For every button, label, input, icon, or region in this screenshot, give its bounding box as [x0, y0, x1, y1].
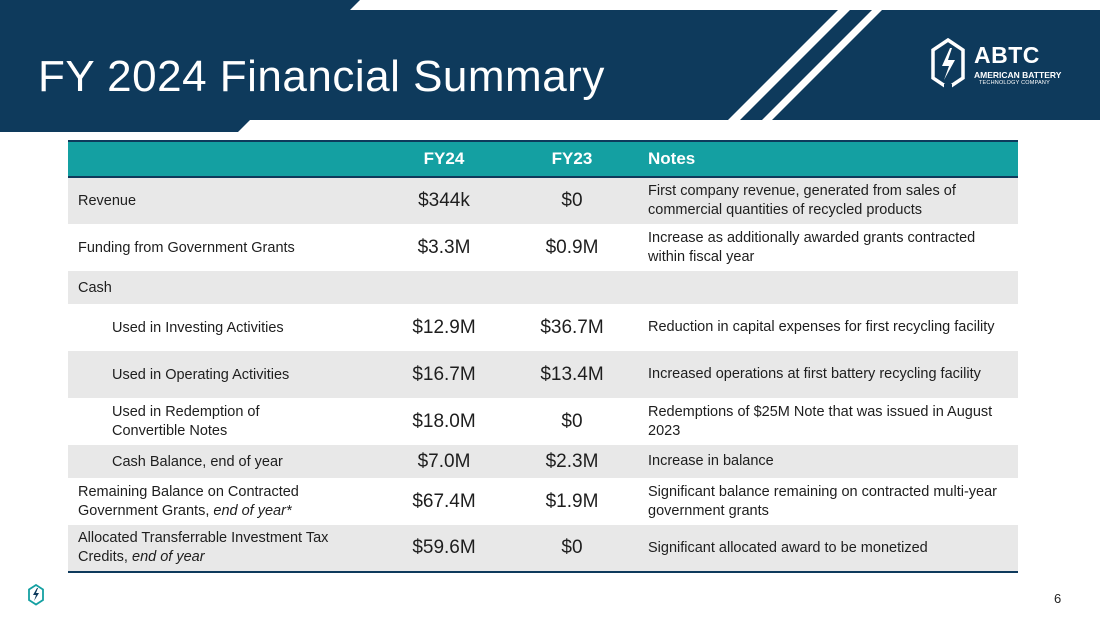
header-notes: Notes: [636, 140, 1018, 178]
table-row: Funding from Government Grants $3.3M $0.…: [68, 224, 1018, 271]
row-label-main: Allocated Transferrable Investment Tax C…: [78, 530, 329, 565]
logo-line2: TECHNOLOGY COMPANY: [979, 80, 1050, 86]
table-row: Used in Redemption of Convertible Notes …: [68, 398, 1018, 445]
row-notes: First company revenue, generated from sa…: [648, 183, 956, 218]
row-label-emphasis: end of year: [132, 549, 205, 565]
fy23-value: [508, 271, 636, 304]
row-label: Revenue: [78, 193, 137, 209]
fy23-value: $0: [561, 190, 583, 211]
fy23-value: $2.3M: [545, 450, 599, 472]
slide-header: FY 2024 Financial Summary ABTC AMERICAN …: [0, 0, 1100, 135]
row-label: Used in Redemption of Convertible Notes: [112, 403, 260, 439]
row-notes: Redemptions of $25M Note that was issued…: [648, 403, 993, 439]
fy24-value: $67.4M: [412, 490, 476, 512]
fy24-value: $3.3M: [417, 236, 471, 258]
abtc-mark-icon: [28, 584, 44, 606]
page-number: 6: [1054, 591, 1062, 606]
header-fy23: FY23: [508, 140, 636, 178]
page-title: FY 2024 Financial Summary: [38, 52, 605, 101]
fy24-value: $16.7M: [412, 363, 476, 385]
row-label: Cash: [78, 279, 112, 296]
table-row: Used in Investing Activities $12.9M $36.…: [68, 304, 1018, 351]
row-label: Allocated Transferrable Investment Tax C…: [68, 525, 380, 573]
fy23-value: $36.7M: [540, 316, 604, 338]
fy23-value: $0: [508, 525, 636, 573]
row-notes: Increase as additionally awarded grants …: [648, 229, 976, 265]
row-label-main: Remaining Balance on Contracted Governme…: [78, 483, 299, 519]
row-label: Cash Balance, end of year: [112, 453, 283, 470]
fy23-value: $13.4M: [540, 363, 604, 385]
table-row: Cash: [68, 271, 1018, 304]
table-header-row: FY24 FY23 Notes: [68, 140, 1018, 178]
logo-line1: AMERICAN BATTERY: [974, 70, 1062, 80]
table-row: Cash Balance, end of year $7.0M $2.3M In…: [68, 445, 1018, 478]
logo-abbreviation: ABTC: [974, 42, 1040, 68]
row-notes: Significant balance remaining on contrac…: [648, 483, 997, 519]
table-row: Revenue $344k $0 First company revenue, …: [68, 177, 1018, 224]
fy24-value: $12.9M: [412, 316, 476, 338]
table-row: Remaining Balance on Contracted Governme…: [68, 478, 1018, 525]
row-label: Funding from Government Grants: [78, 239, 295, 256]
header-banner: [0, 0, 1100, 132]
financial-summary-table: FY24 FY23 Notes Revenue $344k $0 First c…: [68, 140, 1018, 573]
fy23-value: $0.9M: [545, 236, 599, 258]
header-fy24: FY24: [380, 140, 508, 178]
fy24-value: $344k: [418, 190, 470, 211]
row-notes: Significant allocated award to be moneti…: [636, 525, 1018, 573]
row-notes: Increased operations at first battery re…: [648, 366, 981, 382]
fy23-value: $1.9M: [545, 490, 599, 512]
row-label: Remaining Balance on Contracted Governme…: [68, 478, 380, 525]
company-logo: ABTC AMERICAN BATTERY TECHNOLOGY COMPANY: [930, 38, 1070, 98]
fy23-value: $0: [561, 410, 583, 432]
row-notes: [636, 271, 1018, 304]
row-label-emphasis: end of year*: [213, 502, 292, 519]
fy24-value: [380, 271, 508, 304]
row-label: Used in Investing Activities: [112, 319, 284, 336]
table-row: Allocated Transferrable Investment Tax C…: [68, 525, 1018, 573]
table-row: Used in Operating Activities $16.7M $13.…: [68, 351, 1018, 398]
fy24-value: $7.0M: [417, 450, 471, 472]
header-label: [68, 140, 380, 178]
row-notes: Reduction in capital expenses for first …: [648, 319, 995, 335]
fy24-value: $18.0M: [412, 410, 476, 432]
row-notes: Increase in balance: [648, 453, 774, 469]
row-label: Used in Operating Activities: [112, 366, 290, 383]
fy24-value: $59.6M: [380, 525, 508, 573]
abtc-logo-icon: [931, 38, 965, 92]
